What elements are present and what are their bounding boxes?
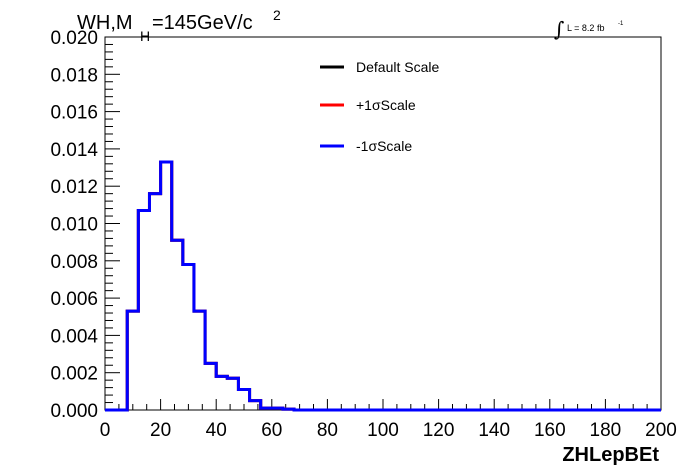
- x-tick-label: 140: [478, 420, 510, 441]
- lumi-superscript: -1: [618, 21, 624, 27]
- series-line-1: [105, 160, 661, 412]
- title-superscript: 2: [273, 7, 281, 23]
- legend-label: Default Scale: [356, 59, 439, 75]
- x-tick-label: 160: [534, 420, 566, 441]
- series-group: [105, 160, 661, 412]
- x-tick-label: 100: [367, 420, 399, 441]
- y-tick-label: 0.006: [50, 289, 98, 310]
- title-rest: =145GeV/c: [152, 12, 253, 34]
- chart-title: WH,M H =145GeV/c 2: [77, 7, 281, 44]
- integral-symbol: ∫: [554, 17, 564, 41]
- y-tick-label: 0.000: [50, 401, 98, 422]
- x-axis-label: ZHLepBEt: [562, 444, 659, 466]
- y-tick-label: 0.010: [50, 215, 98, 236]
- y-tick-label: 0.020: [50, 28, 98, 49]
- y-axis: 0.000 0.002 0.004 0.006 0.008 0.010 0.012 0.014…: [50, 28, 120, 422]
- y-tick-label: 0.016: [50, 103, 98, 124]
- x-tick-label: 40: [206, 420, 227, 441]
- legend-label: +1σScale: [356, 97, 416, 113]
- legend-label: -1σScale: [356, 138, 412, 154]
- x-tick-label: 200: [645, 420, 677, 441]
- y-tick-label: 0.008: [50, 252, 98, 273]
- title-subscript: H: [140, 28, 150, 44]
- x-tick-label: 120: [423, 420, 455, 441]
- x-tick-label: 80: [317, 420, 338, 441]
- lumi-text: L = 8.2 fb: [567, 23, 604, 33]
- y-tick-label: 0.002: [50, 364, 98, 385]
- y-tick-label: 0.014: [50, 140, 98, 161]
- series-line-0: [105, 160, 661, 412]
- y-tick-label: 0.018: [50, 65, 98, 86]
- series-line-2: [105, 160, 661, 412]
- y-tick-label: 0.004: [50, 326, 98, 347]
- x-tick-label: 180: [590, 420, 622, 441]
- x-tick-label: 60: [261, 420, 282, 441]
- x-tick-label: 0: [100, 420, 111, 441]
- plot-frame: [104, 36, 662, 411]
- x-tick-label: 20: [150, 420, 171, 441]
- luminosity-label: ∫ L = 8.2 fb -1: [554, 17, 624, 41]
- title-main: WH,M: [77, 12, 133, 34]
- legend: Default Scale +1σScale -1σScale: [320, 59, 439, 154]
- y-tick-label: 0.012: [50, 177, 98, 198]
- x-axis: 0 20 40 60 80 100 120 140 160 180 200: [100, 399, 677, 441]
